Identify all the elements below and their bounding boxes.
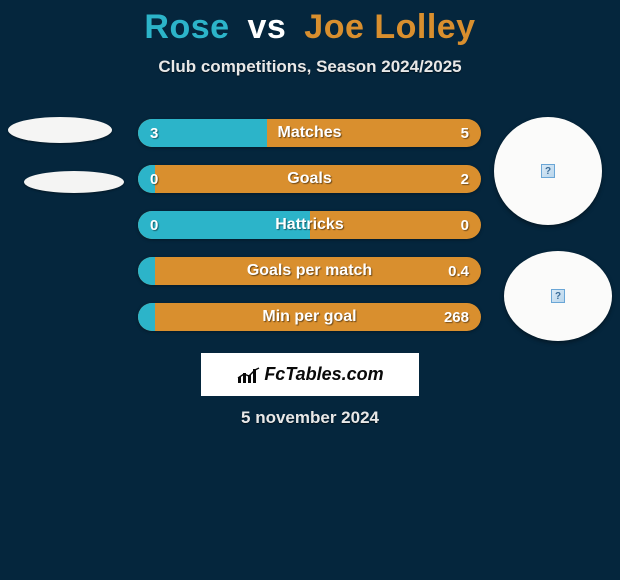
stat-bar: 35Matches [138,119,481,147]
footer-attribution: FcTables.com [201,353,419,396]
comparison-bars: 35Matches 02Goals 00Hattricks 0.4Goals per … [138,119,481,349]
comparison-infographic: Rose vs Joe Lolley Club competitions, Se… [0,0,620,580]
bar-chart-icon [236,365,262,385]
missing-image-icon: ? [541,164,555,178]
stat-label: Min per goal [138,303,481,331]
subtitle: Club competitions, Season 2024/2025 [0,57,620,77]
fctables-logo: FcTables.com [236,364,383,385]
player2-avatar-circle-2: ? [504,251,612,341]
stat-label: Matches [138,119,481,147]
player1-avatar-shape-2 [24,171,124,193]
footer-text: FcTables.com [264,364,383,385]
stat-bar: 268Min per goal [138,303,481,331]
stat-label: Goals per match [138,257,481,285]
title-vs: vs [248,8,287,46]
date-text: 5 november 2024 [0,408,620,428]
stat-bar: 0.4Goals per match [138,257,481,285]
title-player2: Joe Lolley [304,8,475,46]
missing-image-icon: ? [551,289,565,303]
stat-bar: 00Hattricks [138,211,481,239]
page-title: Rose vs Joe Lolley [0,0,620,47]
stat-label: Goals [138,165,481,193]
stat-bar: 02Goals [138,165,481,193]
stat-label: Hattricks [138,211,481,239]
player1-avatar-shape-1 [8,117,112,143]
title-player1: Rose [144,8,229,46]
player2-avatar-circle-1: ? [494,117,602,225]
